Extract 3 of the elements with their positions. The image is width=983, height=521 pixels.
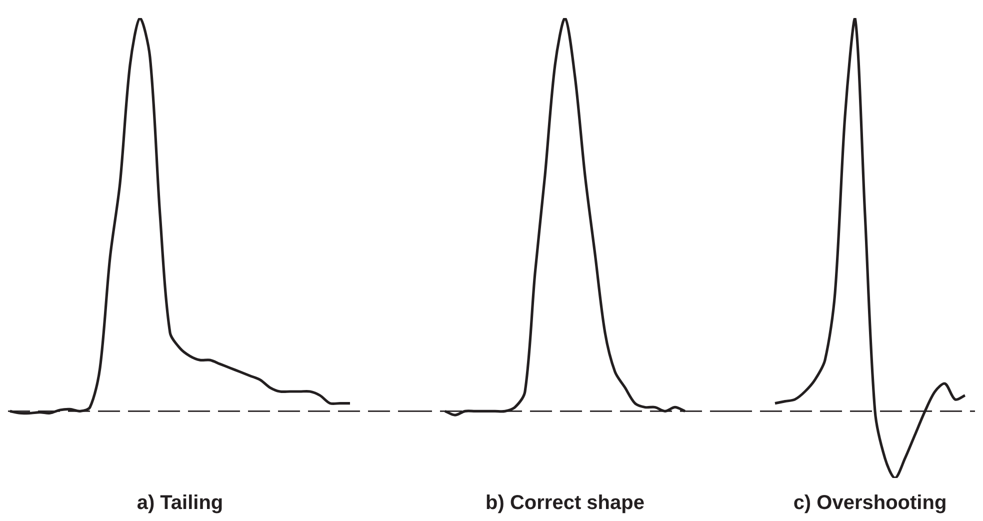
x-axis-title: b) Correct shape xyxy=(484,492,646,515)
x-axis-title: c) Overshooting xyxy=(792,492,948,515)
x-axis-title: a) Tailing xyxy=(136,492,224,515)
